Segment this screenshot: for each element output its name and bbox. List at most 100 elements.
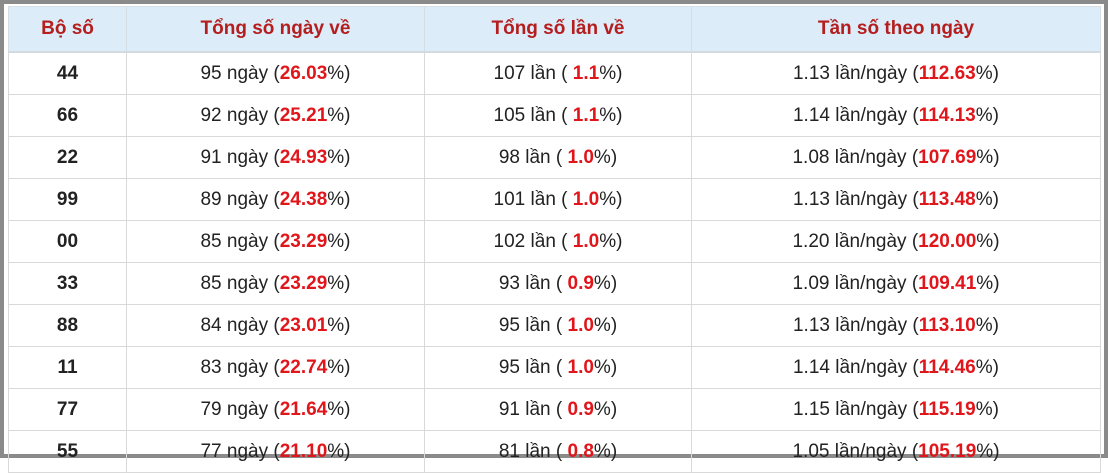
cell-text: 98 lần ( <box>498 146 568 168</box>
stat-cell: 98 lần ( 1.0%) <box>424 136 692 179</box>
cell-text: %) <box>327 314 351 336</box>
cell-text: %) <box>975 188 999 210</box>
cell-text: %) <box>327 230 351 252</box>
key-cell: 11 <box>8 346 127 389</box>
percent-value: 23.01 <box>279 314 328 336</box>
stat-cell: 101 lần ( 1.0%) <box>424 178 692 221</box>
percent-value: 22.74 <box>279 356 328 378</box>
key-cell: 55 <box>8 430 127 473</box>
stat-cell: 1.13 lần/ngày (113.48%) <box>691 178 1101 221</box>
table-row: 44 95 ngày (26.03%) 107 lần ( 1.1%) 1.13 lầ… <box>8 51 1101 95</box>
cell-text: 107 lần ( <box>493 62 573 84</box>
stat-cell: 77 ngày (21.10%) <box>126 430 425 473</box>
stat-cell: 1.08 lần/ngày (107.69%) <box>691 136 1101 179</box>
percent-value: 112.63 <box>918 62 976 84</box>
cell-text: %) <box>327 62 351 84</box>
cell-text: 93 lần ( <box>498 272 568 294</box>
table-body: 44 95 ngày (26.03%) 107 lần ( 1.1%) 1.13 lầ… <box>8 51 1101 473</box>
table-row: 99 89 ngày (24.38%) 101 lần ( 1.0%) 1.13 lầ… <box>8 178 1101 221</box>
key-cell: 00 <box>8 220 127 263</box>
cell-text: %) <box>327 188 351 210</box>
percent-value: 1.0 <box>567 356 594 378</box>
cell-text: 105 lần ( <box>493 104 573 126</box>
table-row: 00 85 ngày (23.29%) 102 lần ( 1.0%) 1.20 lầ… <box>8 220 1101 263</box>
percent-value: 1.0 <box>567 146 594 168</box>
cell-text: %) <box>599 104 623 126</box>
stat-cell: 79 ngày (21.64%) <box>126 388 425 431</box>
percent-value: 1.0 <box>572 188 600 210</box>
key-cell: 66 <box>8 94 127 137</box>
stat-cell: 95 lần ( 1.0%) <box>424 346 692 389</box>
cell-text: %) <box>327 104 351 126</box>
percent-value: 24.93 <box>279 146 328 168</box>
table-row: 22 91 ngày (24.93%) 98 lần ( 1.0%) 1.08 lần… <box>8 136 1101 179</box>
stat-cell: 85 ngày (23.29%) <box>126 262 425 305</box>
percent-value: 1.1 <box>572 62 600 84</box>
header-row: Bộ số Tổng số ngày về Tổng số lần về Tần số… <box>8 6 1101 53</box>
percent-value: 21.64 <box>279 398 328 420</box>
percent-value: 0.9 <box>567 398 594 420</box>
percent-value: 114.13 <box>918 104 976 126</box>
stat-cell: 85 ngày (23.29%) <box>126 220 425 263</box>
cell-text: %) <box>975 398 999 420</box>
cell-text: 1.13 lần/ngày ( <box>792 314 919 336</box>
cell-text: 1.14 lần/ngày ( <box>792 104 919 126</box>
stat-cell: 102 lần ( 1.0%) <box>424 220 692 263</box>
cell-text: %) <box>593 398 618 420</box>
stat-cell: 91 lần ( 0.9%) <box>424 388 692 431</box>
cell-text: %) <box>327 146 351 168</box>
frequency-table: Bộ số Tổng số ngày về Tổng số lần về Tần số… <box>8 6 1101 473</box>
cell-text: 101 lần ( <box>493 188 573 210</box>
stat-cell: 105 lần ( 1.1%) <box>424 94 692 137</box>
cell-text: %) <box>593 356 618 378</box>
percent-value: 26.03 <box>279 62 328 84</box>
cell-text: %) <box>599 230 623 252</box>
stat-cell: 93 lần ( 0.9%) <box>424 262 692 305</box>
column-header: Tổng số ngày về <box>126 6 425 53</box>
cell-text: 91 lần ( <box>498 398 568 420</box>
stat-cell: 95 ngày (26.03%) <box>126 51 425 95</box>
percent-value: 113.10 <box>918 314 976 336</box>
percent-value: 1.0 <box>567 314 594 336</box>
percent-value: 113.48 <box>918 188 976 210</box>
key-cell: 77 <box>8 388 127 431</box>
stat-cell: 1.13 lần/ngày (113.10%) <box>691 304 1101 347</box>
percent-value: 115.19 <box>918 398 976 420</box>
cell-text: 1.05 lần/ngày ( <box>792 440 919 462</box>
table-row: 55 77 ngày (21.10%) 81 lần ( 0.8%) 1.05 lần… <box>8 430 1101 473</box>
percent-value: 0.8 <box>567 440 594 462</box>
percent-value: 105.19 <box>918 440 977 462</box>
cell-text: %) <box>327 398 351 420</box>
stat-cell: 1.20 lần/ngày (120.00%) <box>691 220 1101 263</box>
cell-text: 1.14 lần/ngày ( <box>792 356 919 378</box>
table-row: 33 85 ngày (23.29%) 93 lần ( 0.9%) 1.09 lần… <box>8 262 1101 305</box>
stat-cell: 1.14 lần/ngày (114.13%) <box>691 94 1101 137</box>
key-cell: 88 <box>8 304 127 347</box>
percent-value: 120.00 <box>918 230 977 252</box>
stat-cell: 84 ngày (23.01%) <box>126 304 425 347</box>
cell-text: %) <box>599 62 623 84</box>
stat-cell: 1.15 lần/ngày (115.19%) <box>691 388 1101 431</box>
percent-value: 109.41 <box>918 272 977 294</box>
percent-value: 23.29 <box>279 272 328 294</box>
stat-cell: 81 lần ( 0.8%) <box>424 430 692 473</box>
cell-text: %) <box>593 272 618 294</box>
cell-text: %) <box>976 440 1000 462</box>
cell-text: 92 ngày ( <box>200 104 280 126</box>
cell-text: 95 lần ( <box>498 356 568 378</box>
column-header: Tổng số lần về <box>424 6 692 53</box>
cell-text: %) <box>976 230 1000 252</box>
key-cell: 33 <box>8 262 127 305</box>
stat-cell: 92 ngày (25.21%) <box>126 94 425 137</box>
stat-cell: 91 ngày (24.93%) <box>126 136 425 179</box>
cell-text: 77 ngày ( <box>200 440 280 462</box>
cell-text: %) <box>976 146 1000 168</box>
cell-text: 95 lần ( <box>498 314 568 336</box>
table-row: 88 84 ngày (23.01%) 95 lần ( 1.0%) 1.13 lần… <box>8 304 1101 347</box>
cell-text: 89 ngày ( <box>200 188 280 210</box>
cell-text: 85 ngày ( <box>200 272 280 294</box>
cell-text: 1.15 lần/ngày ( <box>792 398 919 420</box>
key-cell: 22 <box>8 136 127 179</box>
cell-text: 85 ngày ( <box>200 230 280 252</box>
